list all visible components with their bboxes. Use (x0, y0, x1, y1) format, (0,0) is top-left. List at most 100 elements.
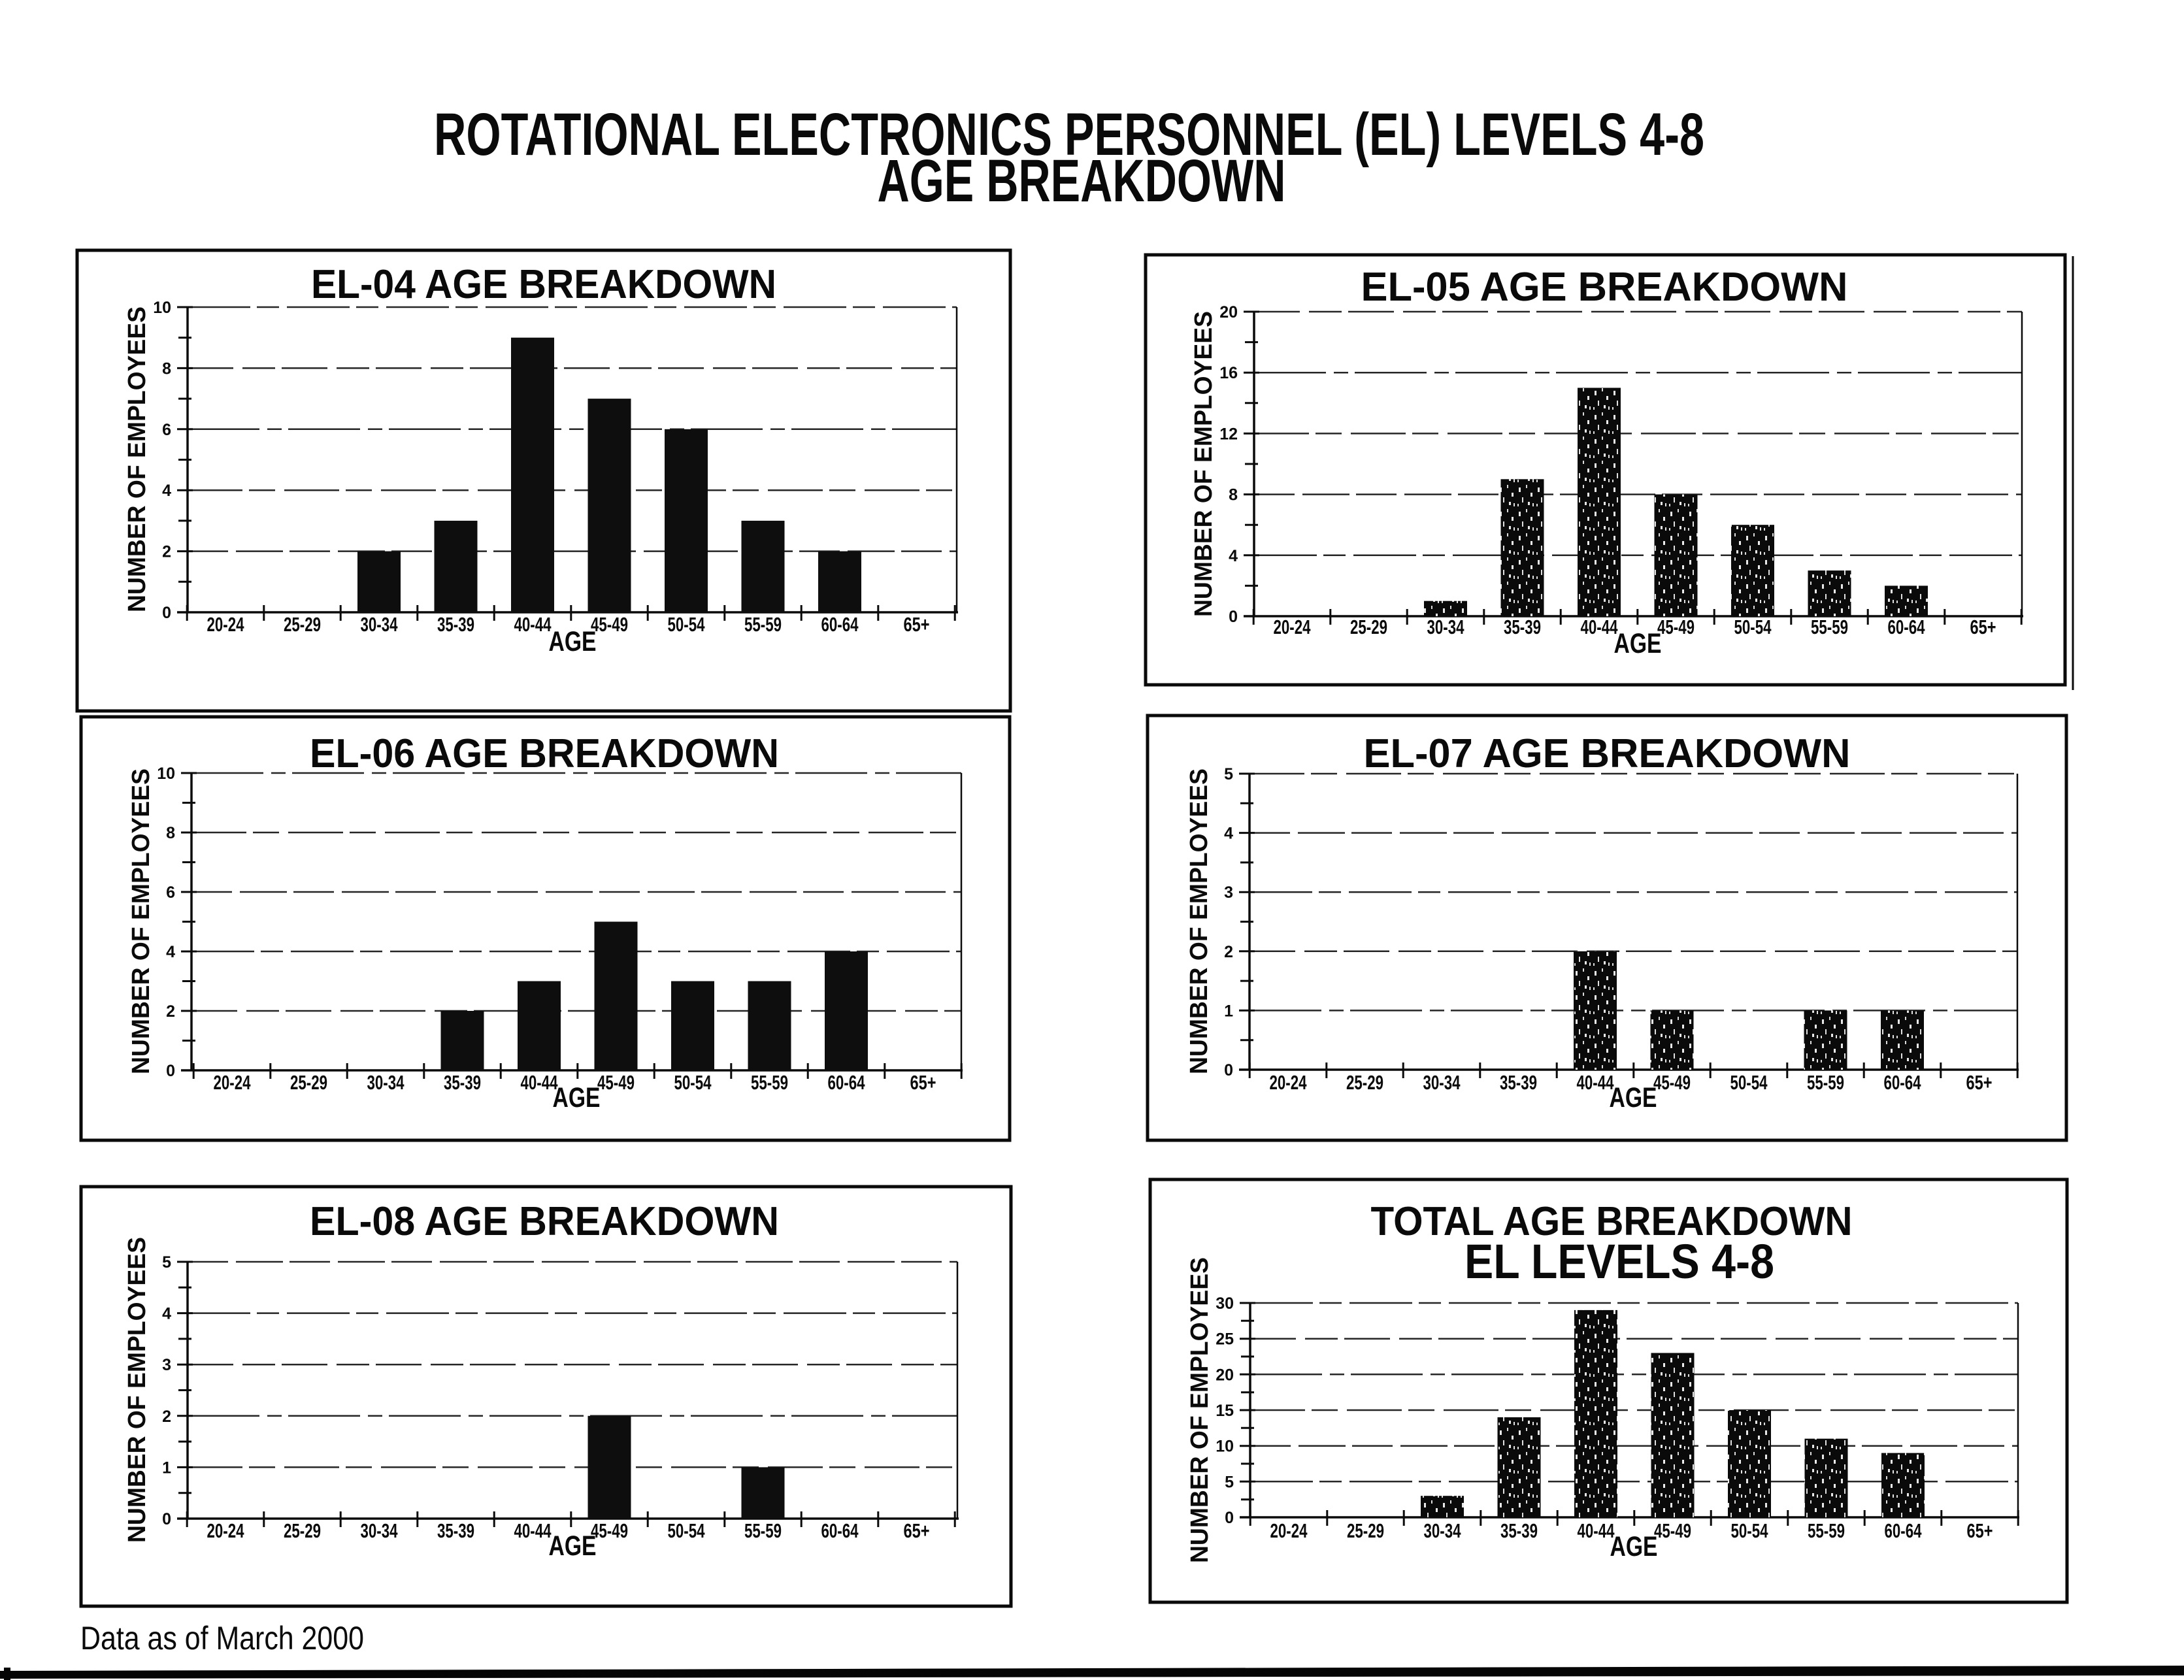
svg-text:20: 20 (1216, 1366, 1234, 1384)
svg-text:0: 0 (1229, 608, 1238, 626)
svg-text:35-39: 35-39 (437, 613, 474, 636)
svg-text:35-39: 35-39 (1500, 1071, 1537, 1094)
svg-text:40-44: 40-44 (1577, 1071, 1615, 1094)
svg-text:10: 10 (157, 765, 175, 783)
svg-text:35-39: 35-39 (1504, 616, 1541, 638)
svg-text:50-54: 50-54 (668, 1519, 706, 1542)
svg-text:55-59: 55-59 (1807, 1071, 1844, 1094)
svg-text:65+: 65+ (1970, 616, 1996, 638)
svg-text:45-49: 45-49 (1653, 1071, 1691, 1094)
svg-text:10: 10 (1216, 1438, 1234, 1456)
svg-text:0: 0 (162, 1510, 171, 1528)
svg-text:AGE: AGE (549, 626, 597, 657)
svg-text:6: 6 (162, 421, 171, 439)
svg-text:55-59: 55-59 (1811, 616, 1848, 638)
svg-text:30-34: 30-34 (1427, 616, 1465, 638)
svg-text:8: 8 (1229, 486, 1238, 504)
svg-text:30-34: 30-34 (361, 613, 399, 636)
svg-text:35-39: 35-39 (1500, 1519, 1538, 1542)
svg-text:EL-06 AGE BREAKDOWN: EL-06 AGE BREAKDOWN (310, 731, 779, 776)
svg-text:60-64: 60-64 (828, 1071, 866, 1094)
svg-text:EL-04 AGE BREAKDOWN: EL-04 AGE BREAKDOWN (311, 262, 776, 307)
svg-text:65+: 65+ (904, 613, 930, 636)
svg-text:45-49: 45-49 (1654, 1519, 1691, 1542)
svg-text:25-29: 25-29 (1346, 1071, 1383, 1094)
svg-text:40-44: 40-44 (521, 1071, 559, 1094)
svg-text:60-64: 60-64 (1885, 1519, 1923, 1542)
svg-text:EL-07 AGE BREAKDOWN: EL-07 AGE BREAKDOWN (1364, 731, 1851, 776)
svg-text:35-39: 35-39 (437, 1519, 474, 1542)
svg-text:20-24: 20-24 (207, 613, 245, 636)
svg-text:1: 1 (162, 1458, 171, 1477)
svg-text:60-64: 60-64 (1888, 616, 1926, 638)
svg-text:20-24: 20-24 (1274, 616, 1312, 638)
svg-text:12: 12 (1219, 425, 1238, 443)
svg-text:EL-05 AGE BREAKDOWN: EL-05 AGE BREAKDOWN (1361, 265, 1848, 310)
svg-text:55-59: 55-59 (744, 613, 782, 636)
svg-text:20-24: 20-24 (207, 1519, 245, 1542)
svg-text:25-29: 25-29 (1350, 616, 1387, 638)
svg-text:4: 4 (162, 1305, 171, 1323)
svg-text:45-49: 45-49 (1657, 616, 1695, 638)
svg-text:40-44: 40-44 (514, 1519, 552, 1542)
svg-text:AGE: AGE (553, 1082, 601, 1113)
svg-text:16: 16 (1219, 364, 1238, 382)
svg-text:NUMBER OF EMPLOYEES: NUMBER OF EMPLOYEES (1190, 311, 1217, 617)
svg-text:5: 5 (162, 1253, 171, 1272)
svg-text:25-29: 25-29 (284, 1519, 321, 1542)
svg-text:NUMBER OF EMPLOYEES: NUMBER OF EMPLOYEES (124, 1237, 151, 1543)
svg-text:55-59: 55-59 (744, 1519, 782, 1542)
svg-text:AGE: AGE (1610, 1531, 1658, 1562)
svg-text:40-44: 40-44 (514, 613, 552, 636)
svg-text:50-54: 50-54 (668, 613, 706, 636)
svg-text:AGE: AGE (549, 1530, 597, 1562)
svg-text:5: 5 (1225, 1473, 1234, 1491)
svg-text:8: 8 (162, 359, 171, 378)
svg-text:TOTAL AGE BREAKDOWN: TOTAL AGE BREAKDOWN (1371, 1199, 1853, 1244)
svg-text:60-64: 60-64 (1884, 1071, 1922, 1094)
svg-text:2: 2 (162, 543, 171, 561)
svg-text:15: 15 (1216, 1402, 1234, 1420)
svg-text:25-29: 25-29 (290, 1071, 327, 1094)
svg-text:AGE: AGE (1614, 628, 1662, 659)
svg-text:35-39: 35-39 (444, 1071, 481, 1094)
svg-text:3: 3 (162, 1356, 171, 1374)
svg-text:30-34: 30-34 (367, 1071, 405, 1094)
svg-text:4: 4 (1224, 825, 1233, 843)
svg-text:0: 0 (1224, 1061, 1233, 1079)
svg-text:50-54: 50-54 (1730, 1071, 1768, 1094)
svg-text:0: 0 (162, 604, 171, 622)
svg-text:50-54: 50-54 (1731, 1519, 1769, 1542)
svg-text:10: 10 (153, 299, 171, 317)
svg-text:AGE BREAKDOWN: AGE BREAKDOWN (878, 148, 1286, 214)
svg-text:60-64: 60-64 (821, 1519, 859, 1542)
svg-text:65+: 65+ (1967, 1519, 1993, 1542)
svg-text:NUMBER OF EMPLOYEES: NUMBER OF EMPLOYEES (1185, 768, 1213, 1074)
svg-text:2: 2 (166, 1002, 175, 1021)
svg-text:50-54: 50-54 (1734, 616, 1772, 638)
svg-text:55-59: 55-59 (1808, 1519, 1845, 1542)
svg-text:40-44: 40-44 (1581, 616, 1619, 638)
svg-text:AGE: AGE (1610, 1082, 1657, 1113)
svg-text:30-34: 30-34 (1424, 1519, 1462, 1542)
svg-text:4: 4 (166, 943, 175, 961)
svg-text:65+: 65+ (904, 1519, 930, 1542)
svg-text:30-34: 30-34 (361, 1519, 399, 1542)
svg-text:25: 25 (1216, 1330, 1234, 1349)
svg-text:45-49: 45-49 (591, 613, 628, 636)
svg-text:8: 8 (166, 824, 175, 842)
svg-text:45-49: 45-49 (591, 1519, 628, 1542)
svg-text:55-59: 55-59 (751, 1071, 788, 1094)
svg-text:NUMBER OF EMPLOYEES: NUMBER OF EMPLOYEES (127, 768, 155, 1074)
svg-text:ROTATIONAL ELECTRONICS PERSONN: ROTATIONAL ELECTRONICS PERSONNEL (EL) LE… (434, 101, 1704, 168)
svg-text:60-64: 60-64 (821, 613, 859, 636)
svg-text:65+: 65+ (1966, 1071, 1993, 1094)
svg-text:45-49: 45-49 (597, 1071, 635, 1094)
svg-text:25-29: 25-29 (1347, 1519, 1384, 1542)
svg-text:4: 4 (162, 482, 171, 500)
svg-text:3: 3 (1224, 883, 1233, 902)
svg-text:6: 6 (166, 883, 175, 902)
svg-text:Data as of March 2000: Data as of March 2000 (80, 1620, 364, 1656)
svg-text:50-54: 50-54 (674, 1071, 712, 1094)
svg-text:20-24: 20-24 (1270, 1519, 1308, 1542)
